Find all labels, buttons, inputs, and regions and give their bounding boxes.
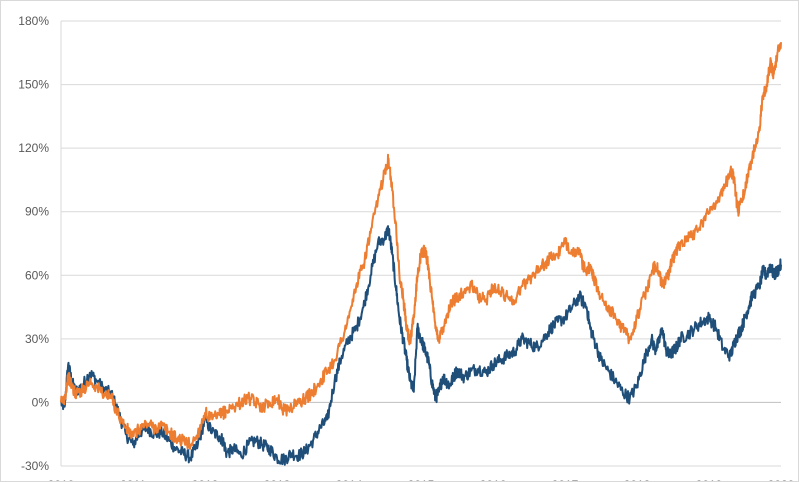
x-tick-label: 2010 bbox=[48, 478, 75, 481]
x-tick-label: 2015 bbox=[408, 478, 435, 481]
x-tick-label: 2014 bbox=[336, 478, 363, 481]
x-tick-label: 2020 bbox=[768, 478, 795, 481]
x-tick-label: 2018 bbox=[624, 478, 651, 481]
x-axis-ticks: 2010 2011 2012 2013 2014 2015 2016 2017 2018 2019… bbox=[48, 478, 795, 481]
y-tick-label: 90% bbox=[25, 205, 49, 219]
y-tick-label: 60% bbox=[25, 268, 49, 282]
x-tick-label: 2017 bbox=[552, 478, 579, 481]
y-tick-label: 0% bbox=[32, 395, 50, 409]
y-tick-label: -30% bbox=[21, 459, 49, 473]
x-tick-label: 2016 bbox=[480, 478, 507, 481]
y-tick-label: 180% bbox=[18, 14, 49, 28]
y-tick-label: 120% bbox=[18, 141, 49, 155]
y-tick-label: 150% bbox=[18, 78, 49, 92]
x-tick-label: 2012 bbox=[192, 478, 219, 481]
y-axis-ticks: 180% 150% 120% 90% 60% 30% 0% -30% bbox=[18, 14, 49, 473]
series-line-1 bbox=[60, 225, 782, 466]
y-tick-label: 30% bbox=[25, 332, 49, 346]
series-line-2 bbox=[60, 42, 782, 450]
grid-layer bbox=[60, 20, 781, 467]
x-tick-label: 2013 bbox=[264, 478, 291, 481]
x-tick-label: 2019 bbox=[696, 478, 723, 481]
x-tick-label: 2011 bbox=[120, 478, 146, 481]
series-layer bbox=[60, 42, 782, 466]
